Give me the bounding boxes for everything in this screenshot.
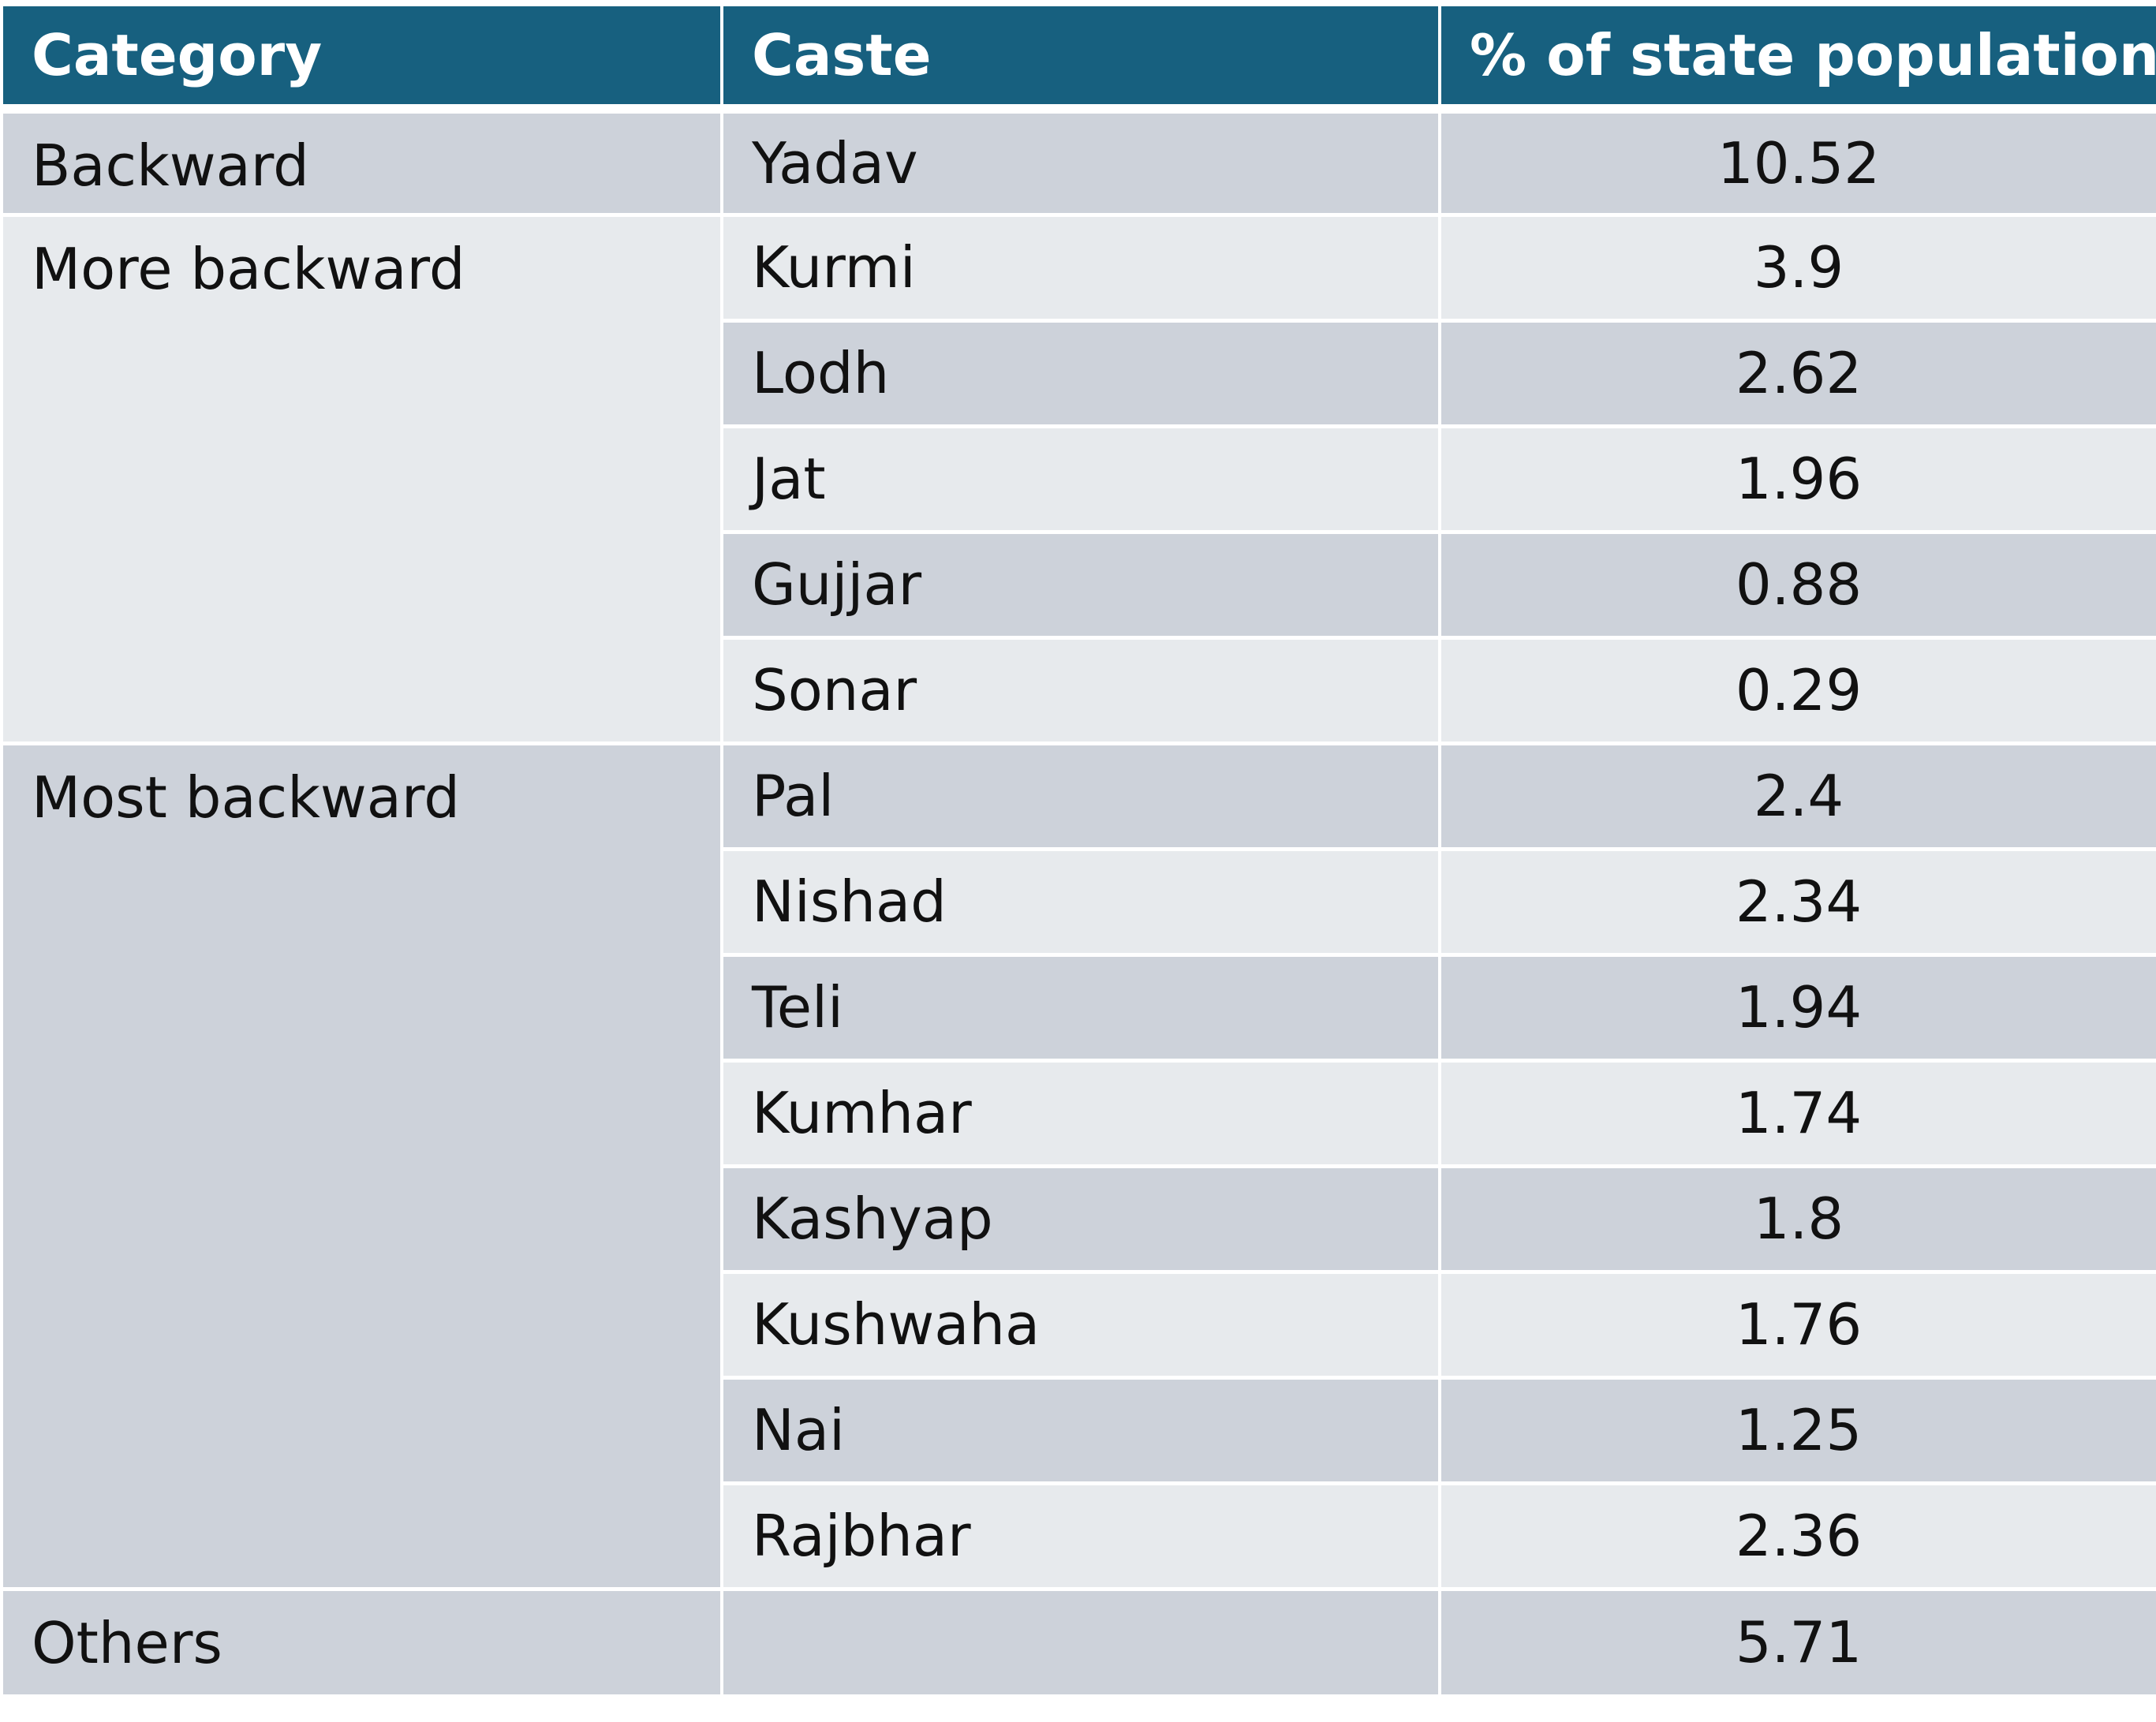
caste-cell [720, 1586, 1441, 1694]
caste-cell: Gujjar [720, 529, 1441, 640]
caste-population-table-wrapper: Category Caste % of state population Bac… [0, 6, 2156, 1694]
category-cell-more-backward: More backward [0, 212, 723, 745]
percent-cell: 2.36 [1438, 1481, 2156, 1591]
category-cell-others: Others [0, 1586, 723, 1694]
caste-cell: Sonar [720, 635, 1441, 745]
table-row: Kushwaha 1.76 [2, 1269, 2156, 1380]
percent-cell: 10.52 [1438, 106, 2156, 217]
caste-cell: Nai [720, 1375, 1441, 1485]
percent-cell: 1.74 [1438, 1058, 2156, 1168]
percent-cell: 5.71 [1438, 1586, 2156, 1694]
table-row: Most backward Pal 2.4 [0, 741, 2156, 1591]
table-row: Kashyap 1.8 [2, 1164, 2156, 1274]
table-row: Jat 1.96 [2, 424, 2156, 534]
table-row: Lodh 2.62 [2, 318, 2156, 428]
header-row: Category Caste % of state population [0, 6, 2156, 114]
category-cell-backward: Backward [0, 106, 723, 217]
percent-cell: 1.76 [1438, 1269, 2156, 1380]
caste-cell: Rajbhar [720, 1481, 1441, 1591]
caste-cell: Kumhar [720, 1058, 1441, 1168]
percent-cell: 1.94 [1438, 952, 2156, 1063]
column-header-category: Category [0, 6, 723, 114]
table-row: Gujjar 0.88 [2, 529, 2156, 640]
column-header-percent: % of state population [1438, 6, 2156, 114]
table-row: Nai 1.25 [2, 1375, 2156, 1485]
table-row: Teli 1.94 [2, 952, 2156, 1063]
table-row: Backward Yadav 10.52 [0, 106, 2156, 217]
table-row: More backward Kurmi 3.9 [0, 212, 2156, 745]
table-row: Rajbhar 2.36 [2, 1481, 2156, 1591]
percent-cell: 2.34 [1438, 846, 2156, 957]
percent-cell: 2.62 [1438, 318, 2156, 428]
percent-cell: 0.29 [1438, 635, 2156, 745]
percent-cell: 2.4 [1438, 741, 2156, 851]
table-row: Kumhar 1.74 [2, 1058, 2156, 1168]
percent-cell: 1.25 [1438, 1375, 2156, 1485]
percent-cell: 0.88 [1438, 529, 2156, 640]
caste-cell: Lodh [720, 318, 1441, 428]
table-row: Sonar 0.29 [2, 635, 2156, 745]
column-header-caste: Caste [720, 6, 1441, 114]
caste-population-table: Category Caste % of state population Bac… [0, 6, 2156, 1694]
table-row: Others 5.71 [0, 1586, 2156, 1694]
category-cell-most-backward: Most backward [0, 741, 723, 1591]
caste-cell: Kushwaha [720, 1269, 1441, 1380]
caste-cell: Yadav [720, 106, 1441, 217]
caste-cell: Kashyap [720, 1164, 1441, 1274]
caste-cell: Jat [720, 424, 1441, 534]
caste-cell: Kurmi [720, 212, 1441, 323]
caste-cell: Teli [720, 952, 1441, 1063]
caste-cell: Pal [720, 741, 1441, 851]
percent-cell: 1.8 [1438, 1164, 2156, 1274]
table-row: Nishad 2.34 [2, 846, 2156, 957]
percent-cell: 1.96 [1438, 424, 2156, 534]
percent-cell: 3.9 [1438, 212, 2156, 323]
caste-cell: Nishad [720, 846, 1441, 957]
